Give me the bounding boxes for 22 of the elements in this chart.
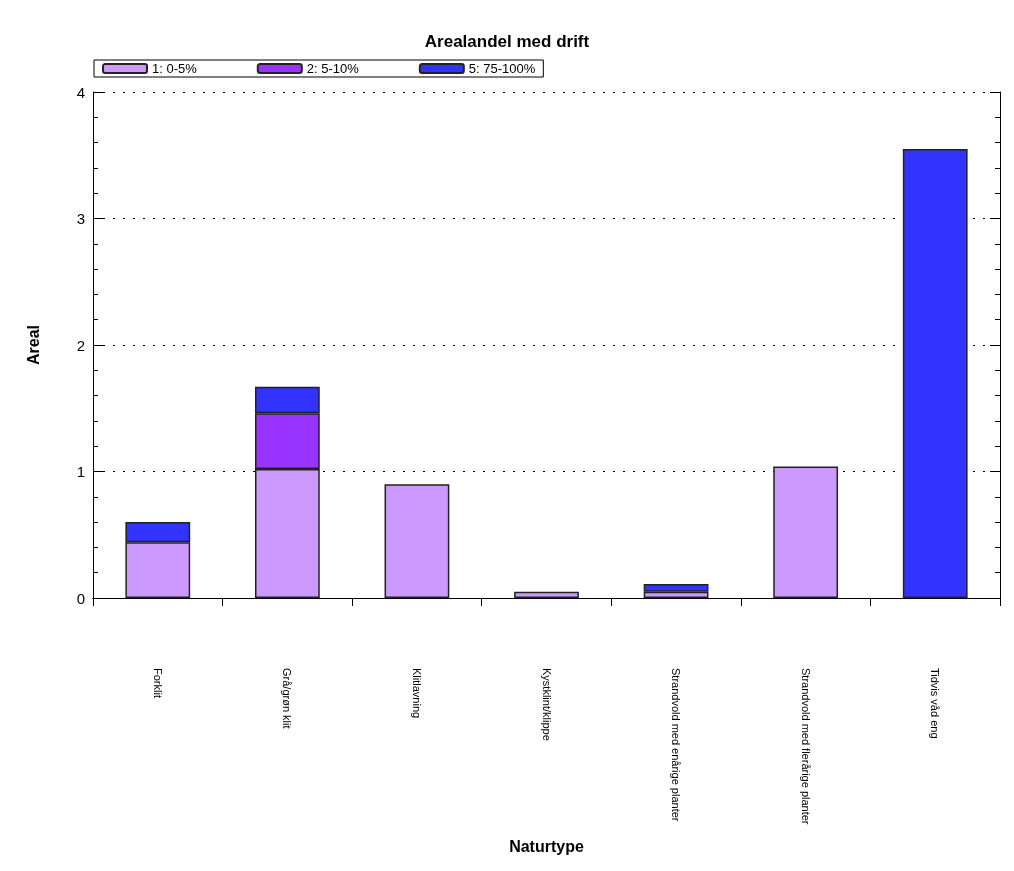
chart-title: Arealandel med drift	[424, 32, 590, 51]
y-tick-label: 0	[76, 589, 85, 607]
x-tick-label: Kystklint/klippe	[540, 668, 553, 741]
y-tick-label: 1	[76, 463, 85, 480]
y-tick-label: 3	[76, 210, 85, 227]
bar	[514, 591, 579, 598]
legend-label: 1: 0-5%	[152, 61, 198, 76]
bar	[902, 148, 968, 598]
x-tick-label: Strandvold med enårige planter	[670, 668, 683, 822]
x-tick-label: Grå/grøn klit	[281, 668, 294, 729]
y-tick-label: 2	[76, 336, 85, 354]
x-tick-label: Forklit	[151, 668, 164, 698]
y-tick-label: 4	[76, 83, 85, 101]
bar	[384, 484, 450, 598]
legend-label: 2: 5-10%	[306, 61, 360, 76]
legend-label: 5: 75-100%	[468, 61, 536, 76]
bar	[773, 466, 839, 598]
x-axis-title: Naturtype	[509, 837, 584, 855]
x-tick-label: Strandvold med flerårige planter	[799, 668, 812, 825]
x-tick-label: Klitlavning	[410, 668, 423, 719]
y-axis-title: Areal	[24, 324, 42, 366]
x-tick-label: Tidvis våd eng	[929, 668, 942, 739]
